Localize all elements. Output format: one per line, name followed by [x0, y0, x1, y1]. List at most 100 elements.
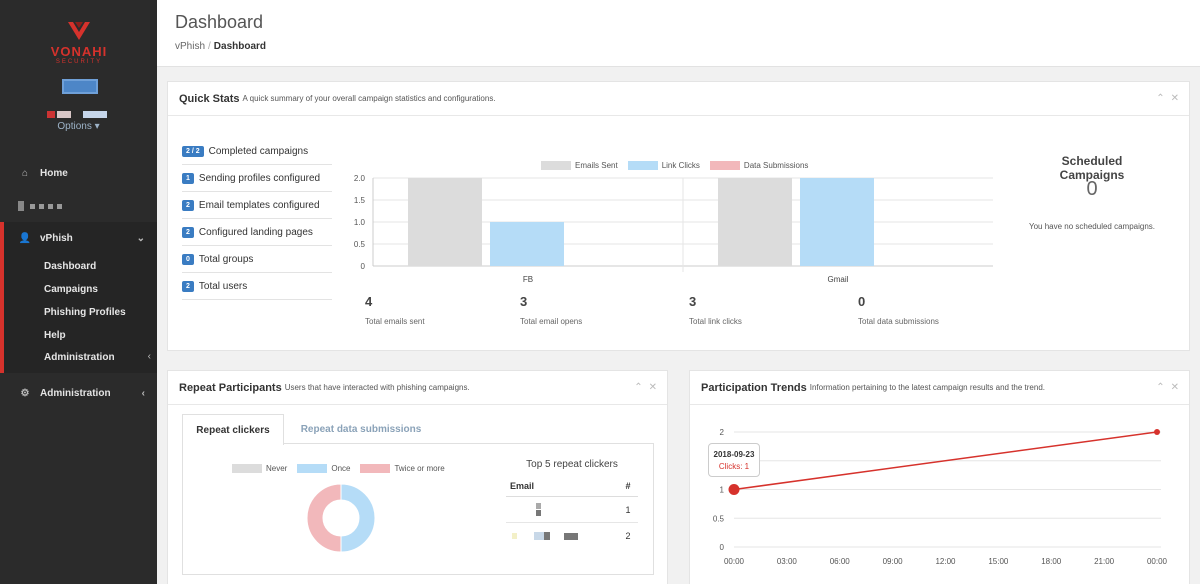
scheduled-message: You have no scheduled campaigns. — [1028, 222, 1156, 231]
y-tick-label: 0.5 — [713, 514, 725, 523]
user-icon: 👤 — [18, 232, 32, 244]
panel-tools: ⌃ ✕ — [634, 382, 657, 393]
legend-swatch — [297, 464, 328, 473]
x-tick-label: 00:00 — [1147, 557, 1168, 566]
nav-redacted[interactable] — [0, 191, 157, 221]
nav-help[interactable]: Help — [44, 330, 66, 341]
legend-label: Twice or more — [394, 464, 445, 473]
x-tick-label: 06:00 — [830, 557, 851, 566]
x-tick-label: 12:00 — [935, 557, 956, 566]
x-tick-label: 18:00 — [1041, 557, 1062, 566]
bar[interactable] — [490, 222, 564, 266]
close-icon[interactable]: ✕ — [1170, 382, 1179, 393]
y-tick-label: 1.5 — [354, 196, 366, 205]
stat-badge: 0 — [182, 253, 194, 265]
row-count: 2 — [625, 531, 631, 541]
repeat-participants-panel: Repeat Participants Users that have inte… — [167, 370, 668, 584]
legend-swatch — [232, 464, 262, 473]
y-tick-label: 2 — [720, 428, 725, 437]
close-icon[interactable]: ✕ — [648, 382, 657, 393]
series-line — [733, 431, 1158, 491]
close-icon[interactable]: ✕ — [1170, 93, 1179, 104]
nav-administration-label: Administration — [40, 387, 111, 399]
legend-label: Link Clicks — [661, 161, 700, 170]
total-label: Total link clicks — [689, 317, 742, 326]
total-value: 3 — [689, 294, 697, 309]
total-value: 4 — [365, 294, 373, 309]
stat-badge: 2 / 2 — [182, 145, 204, 157]
donut-slice[interactable] — [306, 483, 342, 553]
collapse-icon[interactable]: ⌃ — [634, 382, 643, 393]
table-row: 2 — [506, 523, 638, 549]
repeat-description: Users that have interacted with phishing… — [284, 383, 470, 392]
tooltip-date: 2018-09-23 — [713, 450, 755, 459]
nav-vphish[interactable]: 👤 vPhish ⌄ — [0, 223, 157, 253]
tab-repeat-submissions[interactable]: Repeat data submissions — [300, 423, 422, 435]
x-tick-label: Gmail — [828, 275, 849, 284]
col-count: # — [625, 480, 631, 491]
total-label: Total emails sent — [365, 317, 425, 326]
redacted-email — [506, 502, 618, 517]
nav-vphish-administration[interactable]: Administration — [44, 352, 115, 363]
repeat-title: Repeat Participants — [179, 381, 282, 394]
redacted-username — [47, 111, 107, 118]
y-tick-label: 1 — [720, 486, 725, 495]
legend-label: Emails Sent — [575, 161, 618, 170]
total-label: Total email opens — [520, 317, 583, 326]
data-point[interactable] — [728, 484, 740, 495]
legend-label: Once — [331, 464, 351, 473]
legend-swatch — [627, 161, 658, 170]
breadcrumb-separator: / — [208, 41, 211, 52]
main-content: Dashboard vPhish / Dashboard Quick Stats A… — [157, 0, 1200, 584]
row-count: 1 — [625, 504, 631, 515]
legend-label: Never — [266, 464, 288, 473]
nav-dashboard[interactable]: Dashboard — [44, 261, 97, 272]
table-header: Email # — [506, 475, 638, 497]
nav-phishing-profiles[interactable]: Phishing Profiles — [44, 307, 126, 318]
trends-title: Participation Trends — [701, 381, 807, 394]
legend-swatch — [541, 161, 571, 170]
stat-label: Completed campaigns — [208, 145, 309, 157]
total-label: Total data submissions — [858, 317, 939, 326]
nav-administration[interactable]: ⚙ Administration ‹ — [0, 378, 157, 408]
bar[interactable] — [408, 178, 482, 266]
legend-swatch — [360, 464, 391, 473]
donut-legend: Never Once Twice or more — [232, 464, 445, 473]
top5-table: Email # 1 2 — [506, 475, 638, 549]
options-dropdown[interactable]: Options ▾ — [57, 121, 100, 132]
x-tick-label: 00:00 — [724, 557, 745, 566]
chevron-left-icon: ‹ — [141, 387, 145, 399]
nav-vphish-label: vPhish — [40, 232, 73, 244]
y-tick-label: 1.0 — [354, 218, 366, 227]
stat-label: Total groups — [198, 253, 254, 265]
trends-description: Information pertaining to the latest cam… — [809, 383, 1045, 392]
total-value: 3 — [520, 294, 528, 309]
x-tick-label: FB — [523, 275, 533, 284]
home-icon: ⌂ — [21, 167, 29, 179]
nav-home[interactable]: ⌂ Home — [0, 158, 157, 188]
tab-repeat-clickers[interactable]: Repeat clickers — [182, 414, 284, 445]
scheduled-title: Scheduled Campaigns — [1059, 154, 1125, 182]
data-point[interactable] — [1154, 429, 1160, 435]
breadcrumb-root[interactable]: vPhish — [175, 41, 206, 52]
stat-row: 1 Sending profiles configured — [182, 165, 332, 192]
stat-label: Email templates configured — [198, 199, 320, 211]
stat-row: 2 Total users — [182, 273, 332, 300]
stat-row: 2 Email templates configured — [182, 192, 332, 219]
stat-badge: 1 — [182, 172, 194, 184]
collapse-icon[interactable]: ⌃ — [1156, 93, 1165, 104]
gear-icon: ⚙ — [20, 387, 30, 399]
bar-chart: 0 0.5 1.0 1.5 2.0 FB Gmail — [354, 174, 993, 284]
stat-label: Sending profiles configured — [198, 172, 321, 184]
logo-mark-icon — [68, 22, 90, 40]
page-header: Dashboard vPhish / Dashboard — [157, 0, 1200, 67]
avatar[interactable] — [62, 79, 98, 94]
nav-campaigns[interactable]: Campaigns — [44, 284, 98, 295]
bar[interactable] — [718, 178, 792, 266]
donut-slice[interactable] — [340, 483, 376, 553]
chart-tooltip: 2018-09-23 Clicks: 1 — [708, 443, 760, 477]
quick-stats-panel: Quick Stats A quick summary of your over… — [167, 81, 1190, 351]
bar[interactable] — [800, 178, 874, 266]
collapse-icon[interactable]: ⌃ — [1156, 382, 1165, 393]
participation-trends-panel: Participation Trends Information pertain… — [689, 370, 1190, 584]
